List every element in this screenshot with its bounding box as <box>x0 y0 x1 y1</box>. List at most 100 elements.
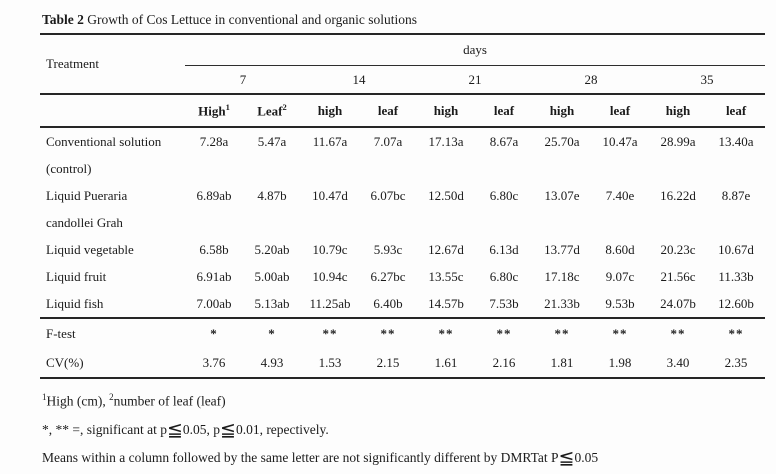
leq-symbol: ≦ <box>166 419 183 441</box>
data-cell: 16.22d <box>660 188 696 203</box>
data-cell: 9.53b <box>605 296 635 311</box>
data-cell: 17.18c <box>544 269 580 284</box>
data-cell: 2.35 <box>707 348 766 379</box>
data-cell: 12.67d <box>428 242 464 257</box>
data-cell: 5.93c <box>373 242 403 257</box>
table-caption-text: Growth of Cos Lettuce in conventional an… <box>83 12 417 27</box>
data-cell: ** <box>301 317 359 348</box>
data-cell: 13.77d <box>544 242 580 257</box>
row-label: Liquid fruit <box>46 269 107 284</box>
row-label: CV(%) <box>40 348 185 379</box>
data-cell: 6.58b <box>199 242 229 257</box>
day-group-28: 28 <box>533 65 649 95</box>
data-cell: 11.25ab <box>309 296 351 311</box>
data-cell: 4.93 <box>243 348 301 379</box>
data-cell: 13.07e <box>544 188 580 203</box>
table-row-vegetable: Liquid vegetable 6.58b 5.20ab 10.79c 5.9… <box>40 236 765 263</box>
data-cell: 6.91ab <box>196 269 232 284</box>
row-label: Liquid vegetable <box>46 242 134 257</box>
data-cell: 21.56c <box>660 269 696 284</box>
row-label: Liquid Pueraria candollei Grah <box>46 188 128 230</box>
data-cell: 4.87b <box>257 188 287 203</box>
days-header: days <box>185 34 766 66</box>
data-cell: ** <box>707 317 766 348</box>
data-cell: 6.80c <box>489 188 519 203</box>
data-cell: 10.47d <box>312 188 348 203</box>
data-cell: 6.27bc <box>370 269 406 284</box>
table-row-ftest: F-test * * ** ** ** ** ** ** ** ** <box>40 317 766 348</box>
table-caption: Table 2 Growth of Cos Lettuce in convent… <box>42 11 776 28</box>
data-cell: 25.70a <box>544 134 580 149</box>
table-row-conventional: Conventional solution (control) 7.28a 5.4… <box>40 127 765 182</box>
data-cell: 7.28a <box>199 134 229 149</box>
data-cell: 24.07b <box>660 296 696 311</box>
data-cell: 21.33b <box>544 296 580 311</box>
table-row-cv: CV(%) 3.76 4.93 1.53 2.15 1.61 2.16 1.81… <box>40 348 766 379</box>
day-group-14: 14 <box>301 65 417 95</box>
treatment-header: Treatment <box>40 34 185 95</box>
data-cell: 3.40 <box>649 348 707 379</box>
table-row-days: Treatment days <box>40 34 766 95</box>
data-cell: 2.15 <box>359 348 417 379</box>
data-cell: 6.07bc <box>370 188 406 203</box>
data-cell: 8.87e <box>721 188 751 203</box>
data-cell: 1.81 <box>533 348 591 379</box>
data-cell: 5.20ab <box>254 242 290 257</box>
table-row-pueraria: Liquid Pueraria candollei Grah 6.89ab 4.8… <box>40 182 765 236</box>
data-cell: 7.40e <box>605 188 635 203</box>
footnote-measure-units: 1High (cm), 2number of leaf (leaf) <box>42 392 226 409</box>
data-cell: 1.98 <box>591 348 649 379</box>
data-cell: ** <box>475 317 533 348</box>
column-header: leaf <box>591 94 649 128</box>
data-cell: 5.47a <box>257 134 287 149</box>
data-cell: 13.55c <box>428 269 464 284</box>
table-row-day-numbers: 7 14 21 28 35 <box>40 65 766 95</box>
data-cell: 1.61 <box>417 348 475 379</box>
footnote-dmrt: Means within a column followed by the sa… <box>42 447 599 469</box>
table-number: Table 2 <box>42 12 84 27</box>
data-cell: 12.50d <box>428 188 464 203</box>
data-cell: 6.80c <box>489 269 519 284</box>
data-cell: 5.00ab <box>254 269 290 284</box>
data-cell: 6.40b <box>373 296 403 311</box>
column-header: high <box>417 94 475 128</box>
row-label: Liquid fish <box>46 296 104 311</box>
data-cell: 12.60b <box>718 296 754 311</box>
data-cell: * <box>185 317 243 348</box>
data-cell: 10.47a <box>602 134 638 149</box>
data-cell: 10.67d <box>718 242 754 257</box>
data-cell: 2.16 <box>475 348 533 379</box>
column-header: high <box>301 94 359 128</box>
data-cell: 7.53b <box>489 296 519 311</box>
column-header: high <box>649 94 707 128</box>
data-cell: 14.57b <box>428 296 464 311</box>
column-header: high <box>533 94 591 128</box>
data-cell: 8.60d <box>605 242 635 257</box>
data-cell: ** <box>649 317 707 348</box>
data-cell: * <box>243 317 301 348</box>
data-cell: ** <box>359 317 417 348</box>
data-cell: 7.00ab <box>196 296 232 311</box>
table-row-column-headers: High1 Leaf2 high leaf high leaf high lea… <box>40 94 766 128</box>
data-cell: ** <box>533 317 591 348</box>
column-header: High1 <box>185 94 243 128</box>
data-cell: 6.13d <box>489 242 519 257</box>
day-group-21: 21 <box>417 65 533 95</box>
row-label: F-test <box>40 317 185 348</box>
day-group-7: 7 <box>185 65 301 95</box>
data-cell: 1.53 <box>301 348 359 379</box>
column-header: leaf <box>707 94 766 128</box>
data-cell: 10.79c <box>312 242 348 257</box>
data-cell: 20.23c <box>660 242 696 257</box>
data-cell: 11.33b <box>718 269 754 284</box>
leq-symbol: ≦ <box>220 419 236 441</box>
growth-table: Treatment days 7 14 21 28 35 High1 Leaf2… <box>40 33 766 379</box>
footnote-significance: *, ** =, significant at p≦0.05, p≦0.01, … <box>42 419 329 441</box>
data-cell: 5.13ab <box>254 296 290 311</box>
data-cell: 10.94c <box>312 269 348 284</box>
row-label: Conventional solution (control) <box>46 134 162 176</box>
data-cell: ** <box>591 317 649 348</box>
data-cell: 7.07a <box>373 134 403 149</box>
data-cell: 3.76 <box>185 348 243 379</box>
column-header: leaf <box>475 94 533 128</box>
